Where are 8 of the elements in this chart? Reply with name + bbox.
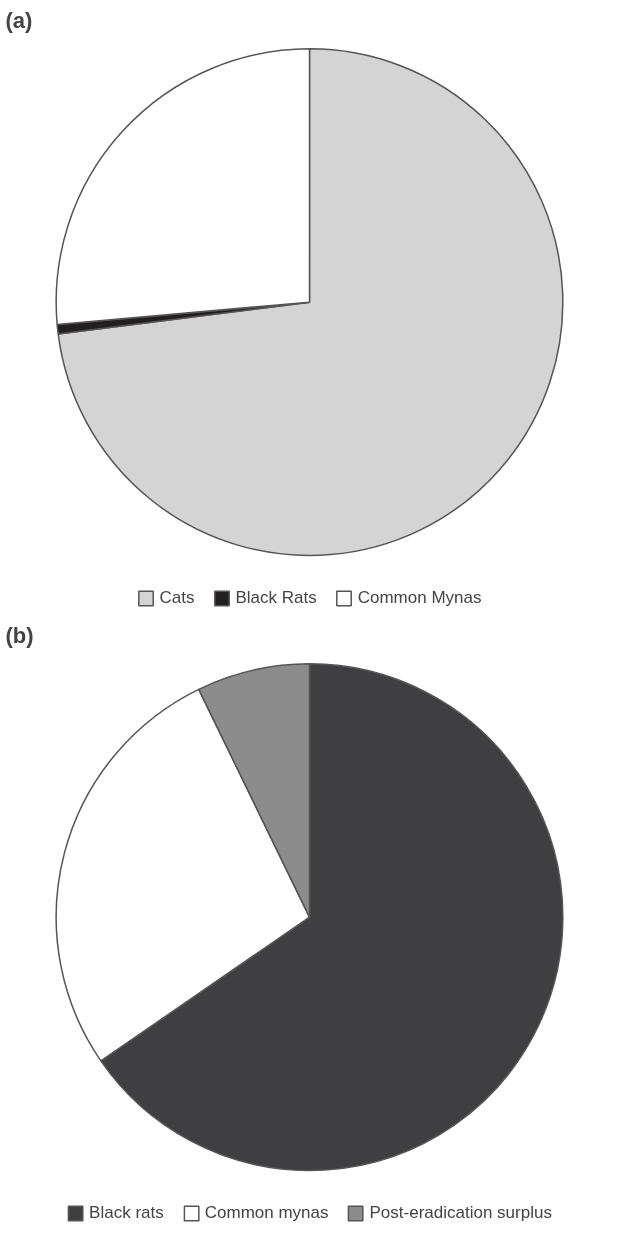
chart-title: (b) bbox=[5, 622, 34, 648]
legend-label: Black Rats bbox=[235, 588, 317, 608]
legend-label: Post-eradication surplus bbox=[369, 1203, 552, 1223]
legend-label: Common mynas bbox=[204, 1203, 329, 1223]
legend-label: Common Mynas bbox=[357, 588, 482, 608]
chart-title: (a) bbox=[5, 7, 33, 33]
legend-label: Cats bbox=[159, 588, 195, 608]
legend-label: Black rats bbox=[89, 1203, 164, 1223]
